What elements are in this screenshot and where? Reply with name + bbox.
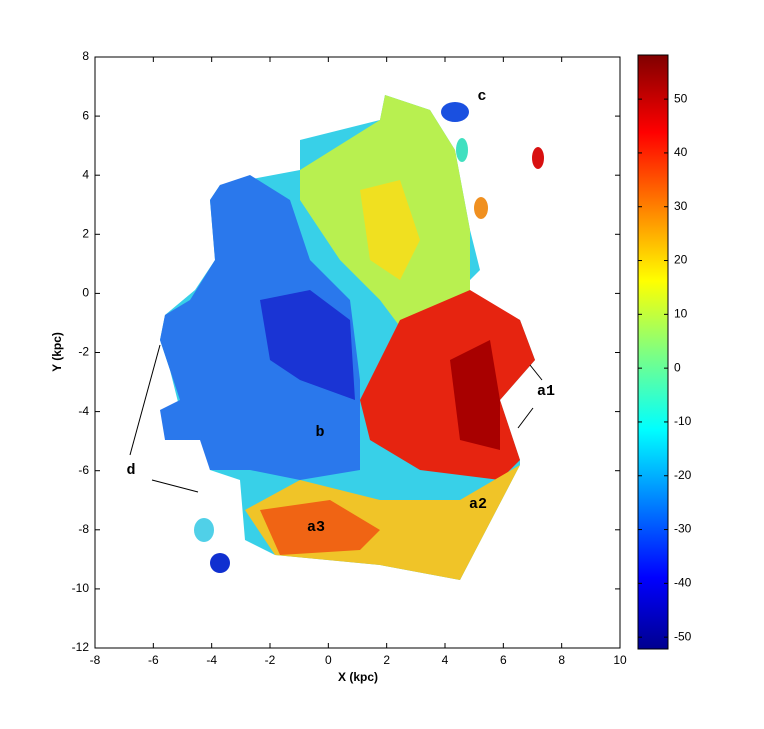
annotation: a1 — [537, 383, 555, 400]
x-tick-label: -8 — [90, 653, 101, 667]
colorbar-tick-label: -30 — [674, 522, 692, 536]
x-tick-label: -4 — [206, 653, 217, 667]
colorbar-tick-label: 40 — [674, 145, 688, 159]
colorbar-tick-label: 10 — [674, 307, 688, 321]
annotation: a3 — [307, 519, 325, 536]
velocity-map — [160, 95, 544, 580]
y-tick-label: 0 — [82, 286, 89, 300]
annotation: c — [477, 88, 486, 105]
x-tick-label: 2 — [383, 653, 390, 667]
annotation: b — [315, 424, 324, 441]
x-tick-label: 4 — [442, 653, 449, 667]
annotation: d — [126, 462, 135, 479]
x-tick-label: 10 — [613, 653, 627, 667]
y-tick-label: -2 — [78, 345, 89, 359]
y-tick-label: 4 — [82, 167, 89, 181]
y-tick-label: -6 — [78, 463, 89, 477]
x-tick-label: 0 — [325, 653, 332, 667]
leader-lines — [129, 344, 543, 493]
colorbar-tick-label: 20 — [674, 253, 688, 267]
y-tick-label: 6 — [82, 108, 89, 122]
annotation: a2 — [469, 496, 487, 513]
colorbar-tick-label: -20 — [674, 468, 692, 482]
y-tick-label: -10 — [72, 581, 90, 595]
colorbar-tick-label: 0 — [674, 360, 681, 374]
y-tick-label: -12 — [72, 640, 90, 654]
y-tick-label: 2 — [82, 226, 89, 240]
x-tick-label: -6 — [148, 653, 159, 667]
y-axis-label: Y (kpc) — [50, 332, 64, 372]
x-tick-label: -2 — [265, 653, 276, 667]
y-tick-label: -4 — [78, 404, 89, 418]
x-tick-label: 6 — [500, 653, 507, 667]
y-tick-label: -8 — [78, 522, 89, 536]
colorbar — [637, 54, 669, 650]
colorbar-tick-label: 30 — [674, 199, 688, 213]
colorbar-tick-label: -10 — [674, 414, 692, 428]
colorbar-tick-label: -50 — [674, 629, 692, 643]
y-tick-label: 8 — [82, 49, 89, 63]
x-tick-label: 8 — [558, 653, 565, 667]
colorbar-tick-label: -40 — [674, 576, 692, 590]
x-axis-label: X (kpc) — [338, 670, 378, 684]
colorbar-tick-label: 50 — [674, 91, 688, 105]
